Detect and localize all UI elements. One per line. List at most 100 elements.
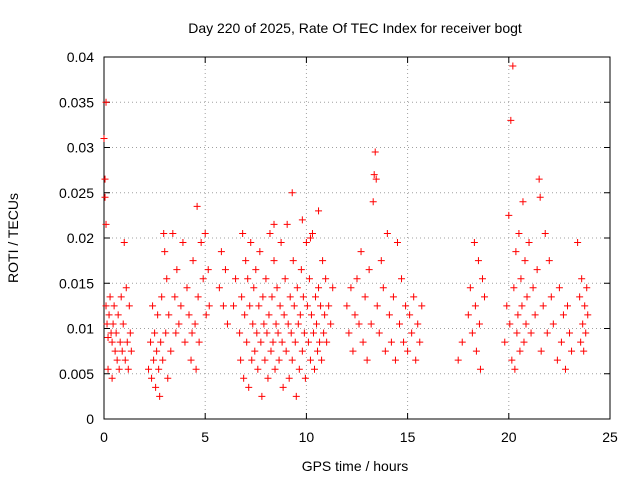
- data-point: [221, 266, 229, 274]
- data-point: [372, 175, 380, 183]
- data-point: [553, 356, 561, 364]
- data-point: [278, 338, 286, 346]
- data-point: [163, 275, 171, 283]
- data-point: [150, 356, 158, 364]
- data-point: [418, 302, 426, 310]
- data-point: [155, 365, 163, 373]
- y-tick-label: 0.04: [67, 49, 94, 65]
- x-tick-label: 20: [501, 429, 517, 445]
- data-point: [353, 275, 361, 283]
- data-point: [304, 338, 312, 346]
- data-point: [261, 356, 269, 364]
- data-point: [295, 365, 303, 373]
- data-point: [514, 311, 522, 319]
- data-point: [308, 229, 316, 237]
- data-point: [250, 284, 258, 292]
- data-point: [501, 338, 509, 346]
- data-point: [215, 284, 223, 292]
- data-point: [398, 275, 406, 283]
- data-point: [474, 257, 482, 265]
- data-point: [349, 347, 357, 355]
- data-point: [197, 239, 205, 247]
- data-point: [276, 302, 284, 310]
- data-point: [102, 302, 110, 310]
- data-point: [581, 302, 589, 310]
- data-point: [177, 302, 185, 310]
- data-point: [291, 338, 299, 346]
- data-point: [114, 311, 122, 319]
- data-point: [584, 311, 592, 319]
- data-point: [269, 338, 277, 346]
- data-point: [363, 356, 371, 364]
- data-point: [414, 320, 422, 328]
- data-point: [162, 329, 170, 337]
- data-point: [310, 365, 318, 373]
- data-point: [113, 356, 121, 364]
- data-point: [468, 329, 476, 337]
- data-point: [578, 275, 586, 283]
- data-point: [298, 347, 306, 355]
- data-point: [154, 311, 162, 319]
- data-point: [153, 347, 161, 355]
- data-point: [127, 347, 135, 355]
- data-point: [288, 356, 296, 364]
- data-point: [109, 320, 117, 328]
- data-point: [549, 320, 557, 328]
- data-point: [506, 320, 514, 328]
- data-point: [105, 311, 113, 319]
- data-point: [232, 275, 240, 283]
- data-point: [293, 284, 301, 292]
- data-point: [187, 356, 195, 364]
- data-point: [325, 302, 333, 310]
- chart-title: Day 220 of 2025, Rate Of TEC Index for r…: [188, 20, 522, 36]
- data-point: [315, 284, 323, 292]
- data-point: [387, 338, 395, 346]
- data-point: [317, 302, 325, 310]
- data-point: [320, 329, 328, 337]
- data-point: [323, 338, 331, 346]
- data-point: [287, 329, 295, 337]
- data-point: [157, 338, 165, 346]
- data-point: [543, 329, 551, 337]
- data-point: [545, 257, 553, 265]
- grid: [104, 57, 610, 419]
- data-point: [101, 175, 109, 183]
- data-point: [249, 320, 257, 328]
- data-point: [104, 365, 112, 373]
- data-point: [523, 293, 531, 301]
- data-point: [306, 234, 314, 242]
- data-point: [270, 220, 278, 228]
- data-point: [108, 338, 116, 346]
- data-point: [476, 365, 484, 373]
- y-tick-label: 0.02: [67, 230, 94, 246]
- data-point: [259, 293, 267, 301]
- data-point: [115, 365, 123, 373]
- data-point: [239, 229, 247, 237]
- data-point: [294, 320, 302, 328]
- data-point: [201, 229, 209, 237]
- data-point: [577, 338, 585, 346]
- data-point: [289, 257, 297, 265]
- data-point: [260, 320, 268, 328]
- data-point: [124, 365, 132, 373]
- data-point: [309, 329, 317, 337]
- data-point: [525, 239, 533, 247]
- data-point: [264, 374, 272, 382]
- data-point: [509, 62, 517, 70]
- x-axis-tick-labels: 0 5 10 15 20 25: [100, 429, 618, 445]
- data-point: [183, 284, 191, 292]
- data-point: [406, 311, 414, 319]
- data-point: [367, 320, 375, 328]
- data-point: [219, 302, 227, 310]
- data-point: [555, 284, 563, 292]
- data-point: [296, 311, 304, 319]
- data-point: [204, 266, 212, 274]
- data-point: [102, 98, 110, 106]
- data-point: [104, 334, 112, 342]
- data-point: [475, 320, 483, 328]
- data-point: [246, 302, 254, 310]
- data-point: [185, 311, 193, 319]
- data-point: [371, 148, 379, 156]
- data-point: [159, 356, 167, 364]
- data-point: [559, 311, 567, 319]
